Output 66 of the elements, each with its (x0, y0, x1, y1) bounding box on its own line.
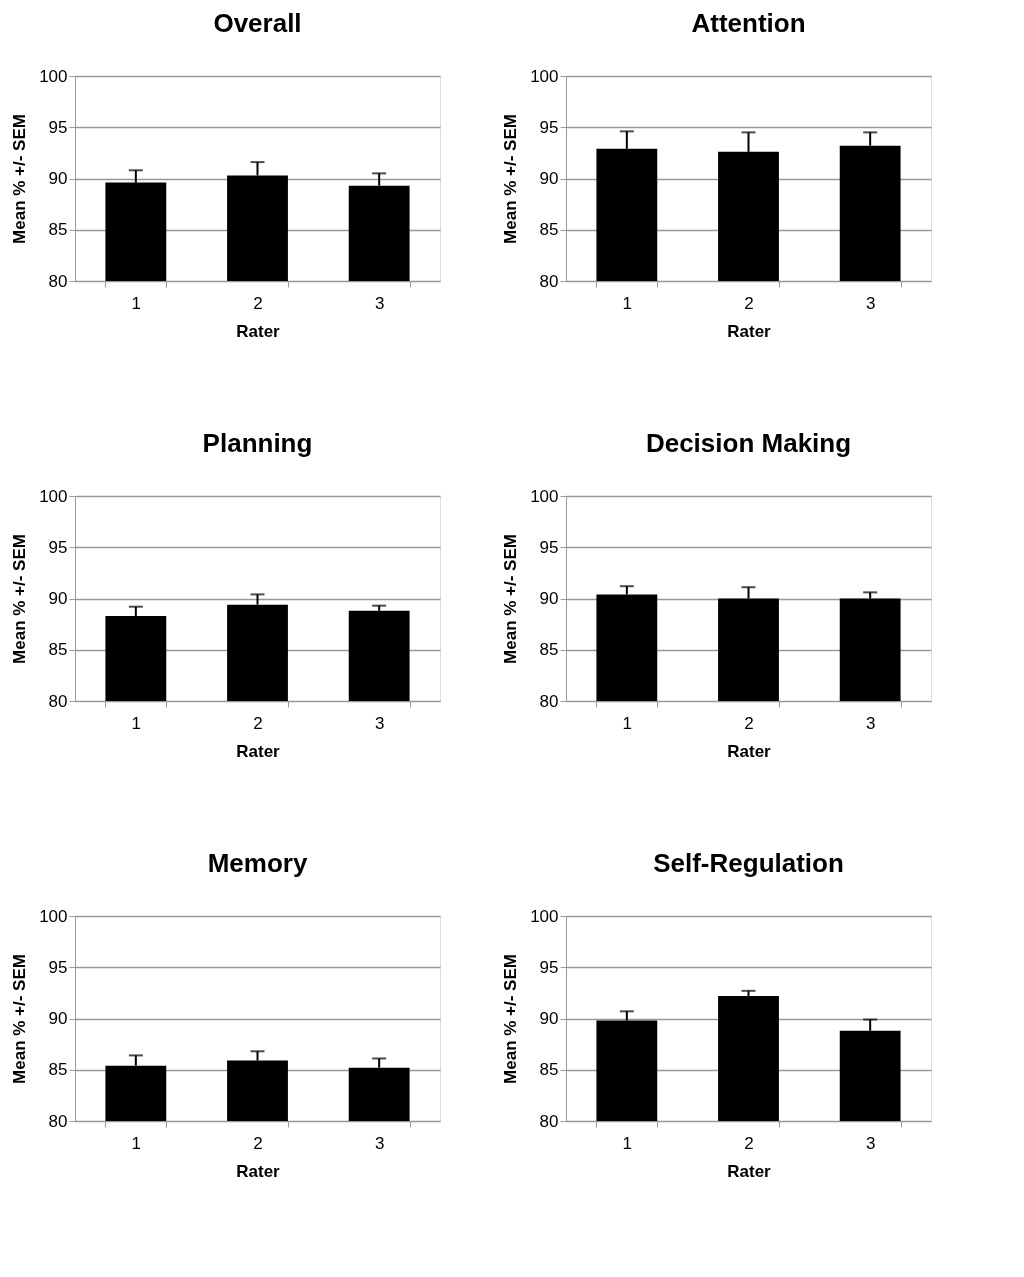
y-tick-label: 85 (539, 220, 559, 240)
y-tick-label: 80 (48, 1111, 68, 1131)
y-tick-label: 90 (48, 1009, 68, 1028)
x-tick-label: 2 (253, 1133, 263, 1153)
chart-title: Decision Making (645, 428, 852, 458)
x-axis-title: Rater (236, 1161, 281, 1181)
y-tick-label: 85 (48, 220, 68, 240)
x-axis-title: Rater (236, 741, 281, 761)
x-tick-label: 3 (865, 293, 876, 313)
y-axis-title: Mean % +/- SEM (501, 114, 521, 244)
x-tick-label: 2 (744, 293, 754, 313)
x-axis-title: Rater (236, 321, 281, 341)
x-axis-title: Rater (727, 321, 772, 341)
chart-title: Attention (691, 8, 806, 38)
y-tick-label: 85 (539, 1060, 559, 1080)
y-tick-label: 100 (39, 66, 68, 86)
y-tick-label: 90 (539, 169, 559, 188)
y-tick-label: 95 (539, 537, 559, 557)
y-tick-label: 90 (48, 589, 68, 608)
x-tick-label: 3 (374, 1133, 385, 1153)
x-tick-label: 2 (744, 1133, 754, 1153)
x-tick-label: 1 (622, 713, 633, 733)
x-tick-label: 2 (744, 713, 754, 733)
y-tick-label: 90 (48, 169, 68, 188)
y-tick-label: 95 (48, 957, 68, 977)
y-axis-title: Mean % +/- SEM (10, 114, 30, 244)
y-tick-label: 95 (48, 537, 68, 557)
x-tick-label: 2 (253, 713, 263, 733)
y-axis-title: Mean % +/- SEM (501, 954, 521, 1084)
y-tick-label: 80 (539, 691, 559, 711)
x-tick-label: 3 (374, 713, 385, 733)
y-tick-label: 100 (39, 906, 68, 926)
x-tick-label: 1 (131, 293, 142, 313)
y-axis-title: Mean % +/- SEM (501, 534, 521, 664)
x-tick-label: 1 (131, 713, 142, 733)
y-tick-label: 80 (48, 271, 68, 291)
y-tick-label: 80 (48, 691, 68, 711)
y-tick-label: 95 (539, 957, 559, 977)
y-tick-label: 100 (530, 486, 559, 506)
x-tick-label: 3 (865, 713, 876, 733)
x-tick-label: 1 (622, 1133, 633, 1153)
chart-title: Memory (207, 848, 308, 878)
chart-title: Planning (202, 428, 313, 458)
y-tick-label: 90 (539, 1009, 559, 1028)
chart-title: Self-Regulation (653, 848, 844, 878)
y-tick-label: 95 (48, 117, 68, 137)
y-tick-label: 95 (539, 117, 559, 137)
y-tick-label: 100 (530, 66, 559, 86)
x-tick-label: 2 (253, 293, 263, 313)
chart-title: Overall (213, 8, 302, 38)
y-tick-label: 100 (39, 486, 68, 506)
x-tick-label: 3 (374, 293, 385, 313)
x-tick-label: 1 (131, 1133, 142, 1153)
y-axis-title: Mean % +/- SEM (10, 534, 30, 664)
x-axis-title: Rater (727, 741, 772, 761)
y-tick-label: 85 (48, 640, 68, 660)
y-tick-label: 85 (539, 640, 559, 660)
x-axis-title: Rater (727, 1161, 772, 1181)
y-tick-label: 90 (539, 589, 559, 608)
y-axis-title: Mean % +/- SEM (10, 954, 30, 1084)
y-tick-label: 100 (530, 906, 559, 926)
x-tick-label: 1 (622, 293, 633, 313)
y-tick-label: 80 (539, 271, 559, 291)
x-tick-label: 3 (865, 1133, 876, 1153)
y-tick-label: 80 (539, 1111, 559, 1131)
y-tick-label: 85 (48, 1060, 68, 1080)
